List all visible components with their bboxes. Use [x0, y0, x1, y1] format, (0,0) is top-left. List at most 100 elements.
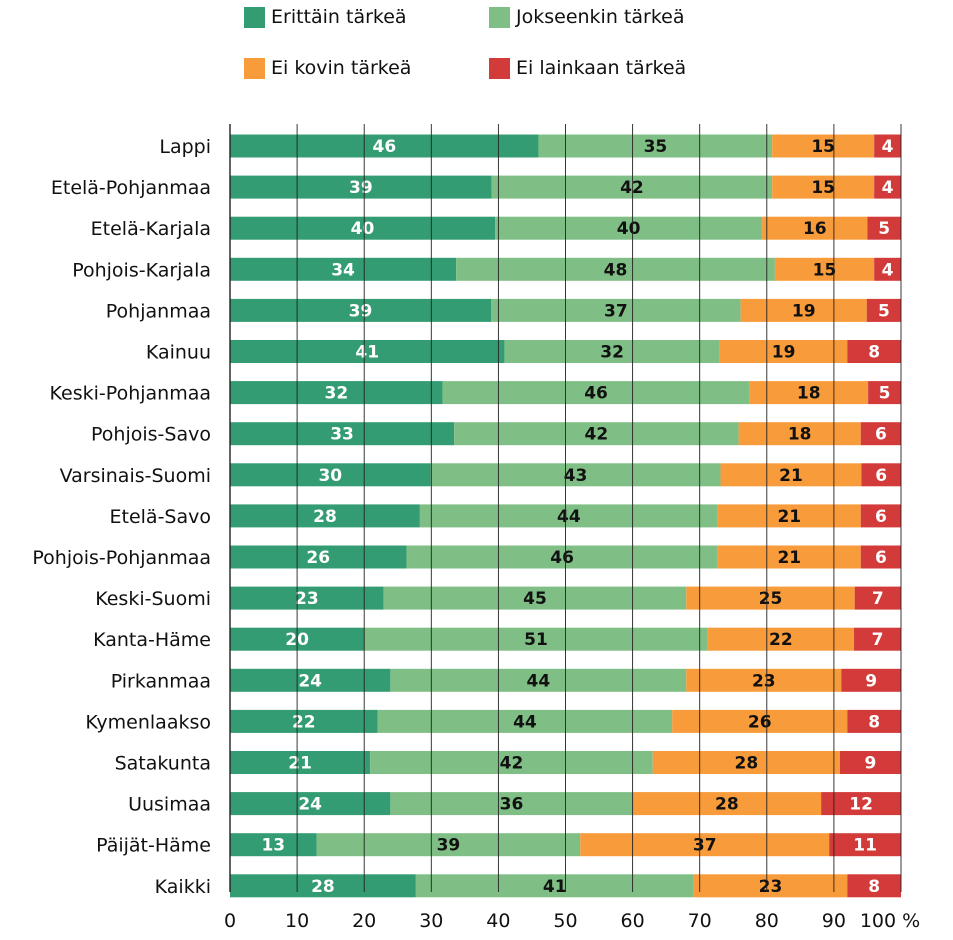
data-label: 23: [752, 671, 776, 691]
bar-segment: [230, 751, 371, 774]
bar-segment: [861, 463, 901, 487]
bar-segment: [860, 422, 901, 446]
data-label: 5: [879, 384, 891, 404]
x-tick-label: 70: [688, 910, 712, 932]
bar-segment: [364, 627, 708, 651]
data-label: 8: [868, 343, 880, 363]
data-label: 39: [349, 178, 373, 198]
bar-segment: [230, 340, 505, 363]
data-label: 6: [875, 548, 887, 568]
bar-segment: [230, 463, 431, 487]
bar-segment: [456, 257, 775, 281]
data-label: 19: [792, 301, 816, 321]
bar-segment: [632, 792, 822, 816]
bar-segment: [230, 216, 496, 240]
bar-segment: [762, 216, 868, 240]
data-label: 24: [298, 671, 322, 691]
data-label: 6: [875, 507, 887, 527]
category-label: Pohjois-Karjala: [72, 259, 211, 281]
category-label: Etelä-Karjala: [91, 218, 211, 240]
bar-segment: [390, 668, 687, 692]
category-label: Pirkanmaa: [111, 670, 211, 692]
bar-segment: [370, 751, 653, 774]
data-label: 35: [644, 137, 668, 157]
category-label: Etelä-Savo: [110, 506, 212, 528]
data-label: 41: [355, 343, 379, 363]
x-tick-label: 80: [755, 910, 779, 932]
bar-segment: [693, 874, 848, 898]
bar-segment: [874, 257, 901, 281]
x-tick-label: 10: [285, 910, 309, 932]
bar-segment: [230, 298, 492, 322]
data-label: 4: [882, 178, 894, 198]
bar-segment: [383, 586, 687, 610]
data-label: 37: [604, 301, 628, 321]
data-label: 13: [261, 836, 285, 856]
data-label: 42: [620, 178, 644, 198]
x-tick-label: 20: [352, 910, 376, 932]
bar-segment: [854, 627, 901, 651]
category-label: Kanta-Häme: [93, 629, 211, 651]
bar-segment: [491, 175, 773, 199]
bar-segment: [491, 298, 741, 322]
bar-segment: [717, 504, 861, 528]
x-tick-label: 100 %: [860, 910, 920, 932]
data-label: 26: [748, 712, 772, 732]
bar-segment: [538, 134, 773, 158]
data-label: 51: [524, 630, 548, 650]
bar-segment: [504, 340, 720, 363]
bar-segment: [495, 216, 763, 240]
data-label: 39: [349, 301, 373, 321]
data-label: 5: [878, 219, 890, 239]
bar-segment: [430, 463, 721, 487]
bar-segment: [230, 586, 384, 610]
data-label: 21: [288, 754, 312, 774]
bar-segment: [860, 545, 901, 569]
legend-swatch: [489, 6, 510, 28]
legend-item: Erittäin tärkeä: [244, 6, 407, 28]
data-label: 40: [617, 219, 641, 239]
data-label: 4: [882, 260, 894, 280]
data-label: 15: [811, 178, 835, 198]
legend-swatch: [244, 57, 265, 79]
data-label: 39: [437, 836, 461, 856]
data-label: 8: [868, 712, 880, 732]
bar-segment: [749, 381, 869, 405]
bar-segment: [719, 340, 848, 363]
data-label: 32: [600, 343, 624, 363]
data-label: 23: [295, 589, 319, 609]
bar-segment: [230, 134, 539, 158]
x-tick-label: 50: [553, 910, 577, 932]
category-label: Varsinais-Suomi: [60, 465, 211, 487]
category-label: Kymenlaakso: [85, 711, 211, 733]
legend-label: Ei lainkaan tärkeä: [516, 57, 687, 79]
bar-segment: [230, 257, 457, 281]
data-label: 30: [318, 466, 342, 486]
bar-segment: [230, 833, 317, 857]
x-tick-label: 0: [224, 910, 236, 932]
bar-segment: [772, 175, 875, 199]
data-label: 24: [298, 795, 322, 815]
bar-segment: [774, 257, 875, 281]
legend-item: Jokseenkin tärkeä: [489, 6, 684, 28]
data-label: 46: [584, 384, 608, 404]
category-label: Pohjois-Pohjanmaa: [32, 547, 211, 569]
bar-segment: [230, 874, 416, 898]
data-label: 18: [788, 425, 812, 445]
bar-segment: [230, 545, 407, 569]
data-label: 6: [875, 466, 887, 486]
bar-segment: [874, 175, 901, 199]
bar-segment: [847, 340, 901, 363]
data-label: 19: [772, 343, 796, 363]
category-label: Uusimaa: [128, 794, 211, 816]
data-label: 6: [875, 425, 887, 445]
bar-segment: [738, 422, 861, 446]
bar-segment: [415, 874, 694, 898]
bar-segment: [686, 668, 842, 692]
data-label: 42: [585, 425, 609, 445]
data-label: 34: [331, 260, 355, 280]
data-label: 48: [604, 260, 628, 280]
bar-segment: [230, 422, 455, 446]
category-label: Lappi: [159, 136, 211, 158]
data-label: 44: [557, 507, 581, 527]
